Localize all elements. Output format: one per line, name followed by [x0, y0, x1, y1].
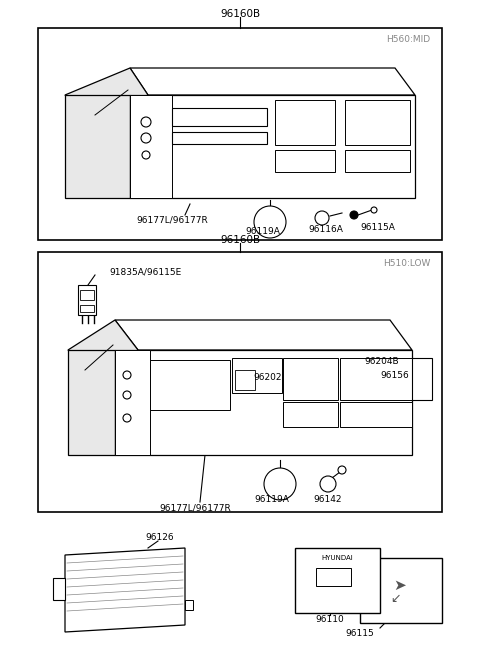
- Bar: [275, 150, 335, 172]
- Polygon shape: [65, 95, 130, 198]
- Bar: [295, 548, 380, 613]
- Bar: [283, 358, 338, 400]
- Bar: [80, 305, 94, 312]
- Bar: [340, 402, 412, 427]
- Text: 91835A/96115E: 91835A/96115E: [109, 267, 181, 276]
- Polygon shape: [65, 68, 148, 122]
- Text: 96119A: 96119A: [246, 227, 280, 236]
- Text: H510:LOW: H510:LOW: [383, 259, 430, 269]
- Text: ➤: ➤: [394, 578, 407, 593]
- Text: 96115: 96115: [346, 629, 374, 637]
- Bar: [150, 360, 230, 410]
- Bar: [78, 285, 96, 315]
- Text: 96204B: 96204B: [365, 358, 399, 367]
- Bar: [172, 132, 267, 144]
- Text: 96177L/96177R: 96177L/96177R: [159, 504, 231, 512]
- Polygon shape: [130, 68, 415, 95]
- Bar: [283, 402, 338, 427]
- Bar: [235, 370, 255, 390]
- Text: 96156: 96156: [381, 371, 409, 379]
- Circle shape: [123, 414, 131, 422]
- Bar: [340, 358, 412, 400]
- Bar: [412, 358, 432, 400]
- Bar: [345, 150, 410, 172]
- Polygon shape: [68, 320, 138, 380]
- Circle shape: [254, 206, 286, 238]
- Bar: [53, 578, 65, 600]
- Text: 96160B: 96160B: [220, 235, 260, 245]
- Text: 96177L/96177R: 96177L/96177R: [136, 215, 208, 225]
- Bar: [232, 358, 282, 393]
- Text: 96110: 96110: [316, 616, 344, 624]
- Text: 96119A: 96119A: [254, 495, 289, 504]
- Text: 96126: 96126: [146, 534, 174, 542]
- Polygon shape: [65, 548, 185, 632]
- Bar: [80, 290, 94, 300]
- Bar: [38, 28, 442, 240]
- Circle shape: [315, 211, 329, 225]
- Circle shape: [338, 466, 346, 474]
- Polygon shape: [68, 350, 115, 455]
- Text: 96160B: 96160B: [220, 9, 260, 19]
- Circle shape: [264, 468, 296, 500]
- Circle shape: [350, 211, 358, 219]
- Circle shape: [142, 151, 150, 159]
- Bar: [345, 100, 410, 145]
- Bar: [130, 95, 415, 198]
- Bar: [38, 252, 442, 512]
- Text: H560:MID: H560:MID: [386, 35, 430, 45]
- Polygon shape: [115, 320, 412, 350]
- Bar: [130, 95, 172, 198]
- Bar: [275, 100, 335, 145]
- Text: 96115A: 96115A: [360, 223, 396, 233]
- Text: 96142: 96142: [314, 495, 342, 504]
- Bar: [172, 108, 267, 126]
- Bar: [115, 350, 412, 455]
- Text: HYUNDAI: HYUNDAI: [321, 555, 353, 561]
- Circle shape: [123, 391, 131, 399]
- Text: 96116A: 96116A: [309, 225, 343, 233]
- Text: 96202: 96202: [254, 373, 282, 383]
- Bar: [316, 568, 351, 586]
- Bar: [115, 350, 150, 455]
- Circle shape: [371, 207, 377, 213]
- Circle shape: [141, 117, 151, 127]
- Bar: [185, 600, 193, 610]
- Circle shape: [141, 133, 151, 143]
- Circle shape: [123, 371, 131, 379]
- Circle shape: [320, 476, 336, 492]
- Text: ↙: ↙: [390, 591, 400, 605]
- Bar: [360, 558, 442, 623]
